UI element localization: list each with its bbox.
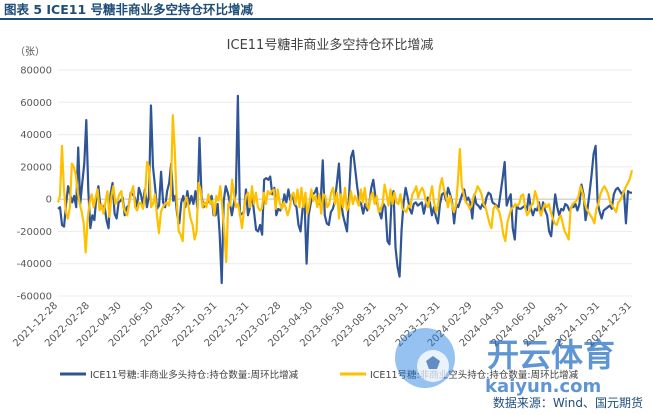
soccer-ball-icon <box>395 328 455 388</box>
y-tick-label: -60000 <box>17 292 52 303</box>
y-tick-labels: -60000 -40000 -20000 0 20000 40000 60000 80000 <box>17 66 52 303</box>
data-source: 数据来源：Wind、国元期货 <box>492 396 643 410</box>
y-tick-label: 20000 <box>20 162 52 173</box>
line-chart: ICE11号糖非商业多空持仓环比增减 （张） -60000 -40000 -2000… <box>11 37 634 381</box>
series-line-1 <box>57 94 632 285</box>
watermark-logo: 开云体育 kaiyun.com <box>395 328 615 397</box>
y-tick-label: 80000 <box>20 66 52 77</box>
chart-title: ICE11号糖非商业多空持仓环比增减 <box>227 37 434 53</box>
legend-label: ICE11号糖:非商业多头持仓:持仓数量:周环比增减 <box>90 369 299 381</box>
y-tick-label: -40000 <box>17 259 52 270</box>
gridlines <box>58 69 632 297</box>
series-line-2 <box>56 114 634 264</box>
watermark-url: kaiyun.com <box>485 376 601 397</box>
series-lines <box>56 94 634 285</box>
watermark-brand: 开云体育 <box>487 336 615 374</box>
chart-area: ICE11号糖非商业多空持仓环比增减 （张） -60000 -40000 -2000… <box>0 22 653 393</box>
y-tick-label: -20000 <box>17 227 52 238</box>
figure-title: 图表 5 ICE11 号糖非商业多空持仓环比增减 <box>0 0 653 20</box>
y-tick-label: 0 <box>46 195 52 206</box>
y-tick-label: 40000 <box>20 130 52 141</box>
y-axis-label: （张） <box>15 46 45 58</box>
y-tick-label: 60000 <box>20 98 52 109</box>
